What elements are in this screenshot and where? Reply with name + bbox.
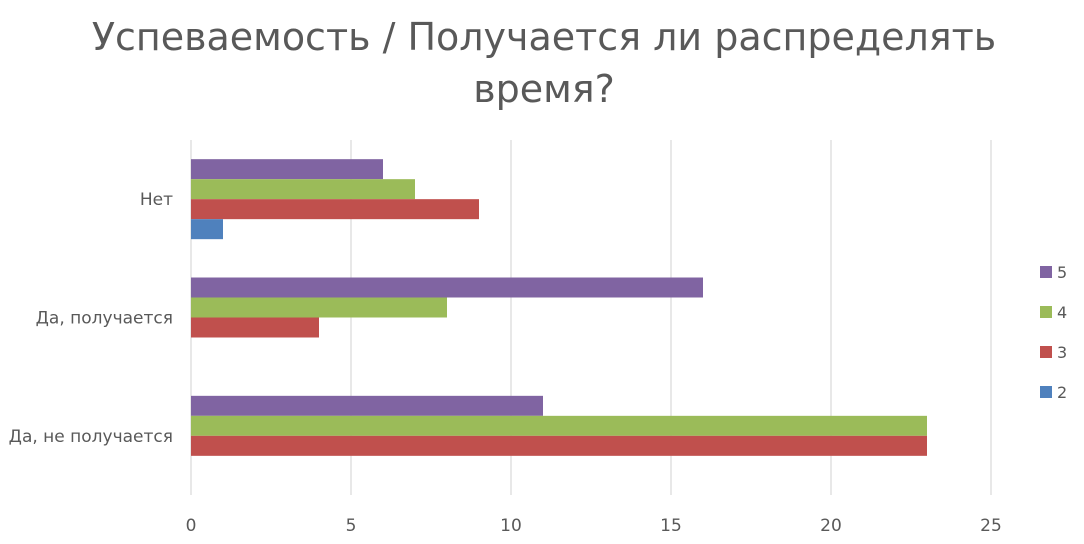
x-tick-5: 5	[346, 516, 357, 536]
chart-title-line-1: Успеваемость / Получается ли распределят…	[92, 15, 996, 59]
legend-label-4: 4	[1057, 303, 1067, 322]
x-tick-0: 0	[186, 516, 197, 536]
legend-label-3: 3	[1057, 343, 1067, 362]
bar-2-series-5	[191, 277, 703, 298]
bar-1-series-5	[191, 159, 383, 180]
bar-1-series-2	[191, 219, 223, 240]
x-tick-labels: 0 5 10 15 20 25	[186, 516, 1002, 536]
legend-swatch-2	[1040, 386, 1052, 398]
legend: 5 4 3 2	[1040, 263, 1067, 402]
category-label-2: Да, получается	[36, 309, 173, 329]
category-label-3: Да, не получается	[9, 427, 173, 447]
x-tick-25: 25	[980, 516, 1002, 536]
legend-swatch-5	[1040, 266, 1052, 278]
bar-3-series-3	[191, 435, 927, 456]
legend-label-5: 5	[1057, 263, 1067, 282]
category-labels: Нет Да, получается Да, не получается	[9, 190, 173, 447]
bar-2-series-4	[191, 297, 447, 318]
bar-3-series-5	[191, 395, 543, 416]
legend-label-2: 2	[1057, 383, 1067, 402]
legend-swatch-4	[1040, 306, 1052, 318]
bar-2-series-3	[191, 317, 319, 338]
bar-1-series-4	[191, 179, 415, 200]
x-tick-10: 10	[500, 516, 522, 536]
x-tick-15: 15	[660, 516, 682, 536]
x-tick-20: 20	[820, 516, 842, 536]
legend-swatch-3	[1040, 346, 1052, 358]
category-label-1: Нет	[140, 190, 173, 210]
chart-title: Успеваемость / Получается ли распределят…	[92, 15, 996, 111]
bar-1-series-3	[191, 199, 479, 220]
bars	[191, 159, 927, 456]
chart-title-line-2: время?	[473, 67, 615, 111]
bar-3-series-4	[191, 415, 927, 436]
